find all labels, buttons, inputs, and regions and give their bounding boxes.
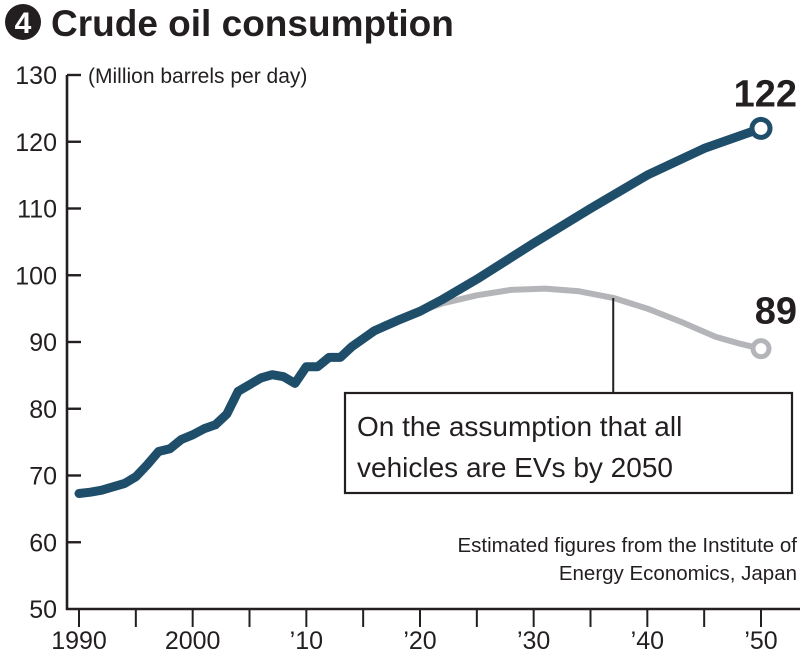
y-axis-unit-label: (Million barrels per day): [88, 65, 307, 88]
base-series-end-marker: [749, 116, 773, 140]
annotation-box: [343, 391, 794, 495]
y-tick-label: 50: [29, 596, 57, 624]
x-tick-label: ’10: [290, 627, 323, 655]
base-series-end-label: 122: [734, 73, 797, 115]
x-tick-label: ’50: [744, 627, 777, 655]
x-tick-label: 1990: [51, 627, 107, 655]
ev-series-end-marker: [750, 338, 772, 360]
source-note: Estimated figures from the Institute of …: [457, 534, 797, 585]
y-tick-label: 80: [29, 396, 57, 424]
title-number: 4: [15, 7, 32, 40]
source-line-1: Estimated figures from the Institute of: [457, 534, 797, 557]
ev-series-line: [371, 285, 764, 352]
y-tick-label: 120: [15, 129, 57, 157]
chart-title: Crude oil consumption: [51, 3, 454, 44]
title-number-badge: [5, 4, 41, 40]
x-tick-label: ’30: [517, 627, 550, 655]
annotation-line-1: On the assumption that all: [357, 411, 682, 442]
ev-assumption-annotation: On the assumption that all vehicles are …: [343, 297, 794, 495]
x-tick-label: ’40: [631, 627, 664, 655]
y-tick-label: 90: [29, 329, 57, 357]
ev-series-end-label: 89: [755, 291, 797, 333]
axes: 50 60 70 80 90 100 110 120 130 1990 2000 ’10 ’20 ’30 ’…: [15, 62, 800, 655]
chart-title-group: 4 Crude oil consumption: [5, 3, 454, 44]
y-tick-label: 100: [15, 262, 57, 290]
series-layer: 89 122: [74, 73, 797, 498]
y-tick-label: 70: [29, 463, 57, 491]
y-tick-label: 130: [15, 62, 57, 90]
x-tick-label: 2000: [165, 627, 221, 655]
x-tick-label: ’20: [403, 627, 436, 655]
y-tick-label: 110: [17, 196, 57, 224]
base-series-line: [74, 123, 766, 498]
annotation-line-2: vehicles are EVs by 2050: [357, 452, 673, 483]
source-line-2: Energy Economics, Japan: [559, 562, 797, 585]
y-tick-label: 60: [29, 529, 57, 557]
